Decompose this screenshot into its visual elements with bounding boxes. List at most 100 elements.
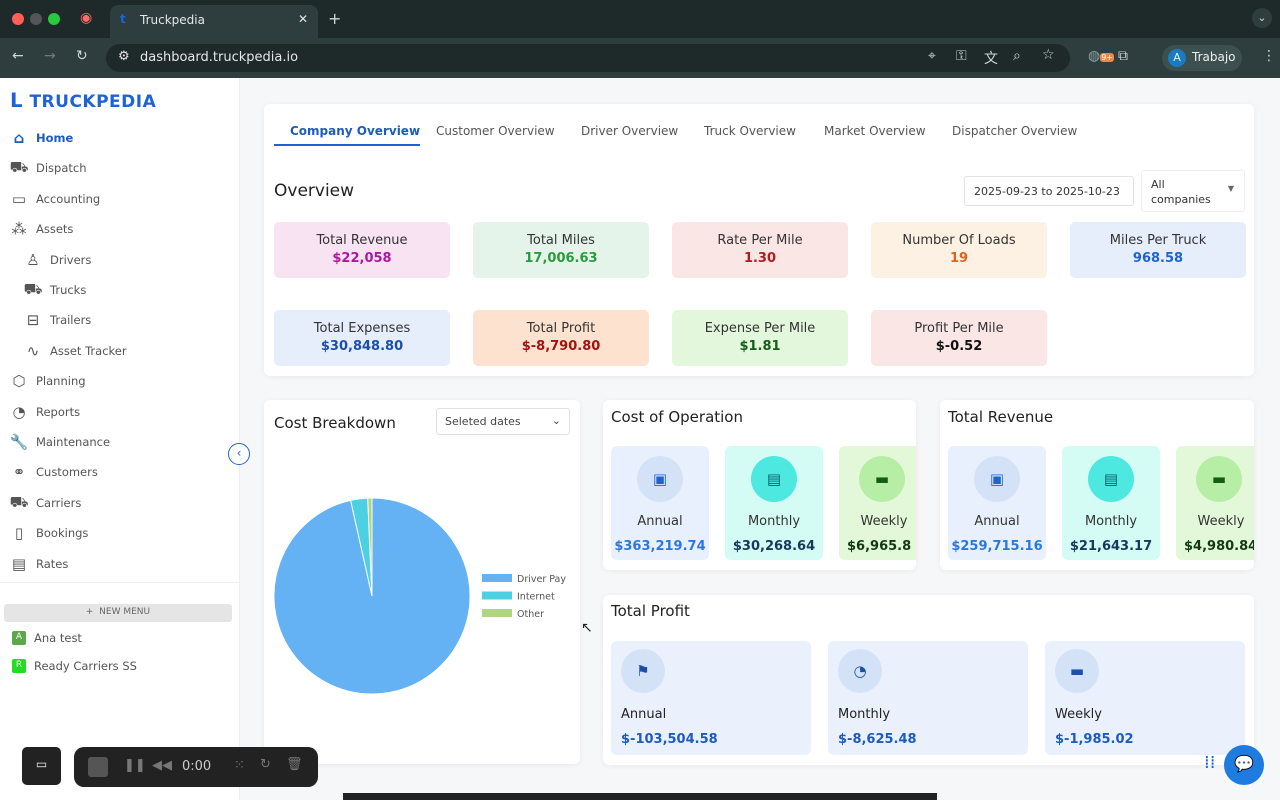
new-menu-button[interactable]: + NEW MENU <box>4 604 232 622</box>
minimize-window-button[interactable] <box>30 13 42 25</box>
camera-button[interactable]: ▭ <box>22 747 61 785</box>
kpi-card: Total Miles 17,006.63 <box>473 222 649 278</box>
site-info-icon[interactable]: ⚙ <box>118 49 130 64</box>
legend-label: Other <box>517 609 544 620</box>
wrench-icon: 🔧 <box>9 433 29 451</box>
tab-company-overview[interactable]: Company Overview <box>290 124 421 138</box>
tab-customer-overview[interactable]: Customer Overview <box>436 124 555 138</box>
tab-market-overview[interactable]: Market Overview <box>824 124 926 138</box>
sidebar-item-reports[interactable]: ◔ Reports <box>0 398 240 426</box>
kpi-card: Number Of Loads 19 <box>871 222 1047 278</box>
sidebar-item-label: Maintenance <box>36 435 111 449</box>
delete-button[interactable]: 🗑 <box>286 757 303 772</box>
handshake-icon: ⚭ <box>12 463 26 482</box>
tab-dispatcher-overview[interactable]: Dispatcher Overview <box>952 124 1078 138</box>
kpi-value: 17,006.63 <box>524 251 598 266</box>
kpi-card: Total Expenses $30,848.80 <box>274 310 450 366</box>
chat-support-button[interactable]: 💬 <box>1224 745 1264 785</box>
sidebar-item-dispatch[interactable]: ⛟ Dispatch <box>0 154 240 182</box>
workspace-item[interactable]: R Ready Carriers SS <box>0 652 240 680</box>
sidebar-item-label: Planning <box>36 374 86 389</box>
browser-tab[interactable]: t Truckpedia ✕ <box>110 5 318 38</box>
sidebar-item-drivers[interactable]: ♙ Drivers <box>0 246 240 274</box>
stat-value: $-1,985.02 <box>1055 732 1134 747</box>
workspace-item[interactable]: A Ana test <box>0 624 240 652</box>
translate-icon[interactable]: 文 <box>984 51 998 67</box>
kpi-label: Expense Per Mile <box>704 321 816 336</box>
kpi-label: Total Expenses <box>313 321 411 336</box>
collapse-sidebar-button[interactable]: ‹ <box>228 443 250 465</box>
stat-value: $363,219.74 <box>614 539 706 554</box>
wallet-icon: ▬ <box>1055 649 1099 693</box>
sidebar-item-rates[interactable]: ▤ Rates <box>0 550 240 578</box>
pause-button[interactable]: ❚❚ <box>124 758 146 773</box>
extension-icon[interactable]: ◍9+ <box>1088 48 1115 64</box>
forward-icon[interactable]: → <box>44 48 56 64</box>
sidebar-item-assets[interactable]: ⁂ Assets <box>0 215 240 243</box>
truck-icon: ⛟ <box>23 280 43 298</box>
cost-breakdown-card: Cost Breakdown Seleted dates ⌄ Driver Pay… <box>264 400 580 764</box>
favicon-icon: t <box>120 12 126 26</box>
drag-handle-icon[interactable]: ⁞⁞ <box>1204 752 1216 773</box>
sidebar-item-label: Rates <box>36 556 69 571</box>
tab-truck-overview[interactable]: Truck Overview <box>704 124 796 138</box>
calendar-icon: ▬ <box>1196 456 1242 502</box>
sidebar-item-trailers[interactable]: ⊟ Trailers <box>0 306 240 334</box>
reload-icon[interactable]: ↻ <box>76 48 88 64</box>
close-tab-icon[interactable]: ✕ <box>297 12 308 26</box>
bookmark-star-icon[interactable]: ☆ <box>1042 47 1055 63</box>
sidebar-item-trucks[interactable]: ⛟ Trucks <box>0 276 240 304</box>
new-tab-button[interactable]: + <box>328 9 342 28</box>
location-icon[interactable]: ⌖ <box>928 48 936 64</box>
zoom-icon[interactable]: ⌕ <box>1013 48 1021 64</box>
tab-search-button[interactable]: ⌄ <box>1252 8 1272 28</box>
url-bar[interactable]: ⚙ dashboard.truckpedia.io <box>106 44 1070 72</box>
sidebar-item-home[interactable]: ⌂ Home <box>0 124 240 152</box>
sidebar-item-bookings[interactable]: ▯ Bookings <box>0 519 240 547</box>
sidebar-item-label: Carriers <box>36 495 82 510</box>
profile-button[interactable]: A Trabajo <box>1162 45 1242 71</box>
sidebar-item-label: Assets <box>36 222 74 237</box>
stat-label: Annual <box>637 514 683 529</box>
sidebar-item-label: Trailers <box>50 313 92 328</box>
date-range-input[interactable]: 2025-09-23 to 2025-10-23 <box>964 176 1134 206</box>
kpi-card: Total Profit $-8,790.80 <box>473 310 649 366</box>
back-icon[interactable]: ← <box>12 48 24 64</box>
extensions-puzzle-icon[interactable]: ⧉ <box>1118 48 1128 64</box>
sidebar-item-label: Customers <box>36 465 98 480</box>
kpi-label: Miles Per Truck <box>1109 233 1207 248</box>
annual-stat: ▣ Annual $363,219.74 <box>611 446 709 560</box>
kpi-value: 968.58 <box>1132 251 1184 266</box>
pie-slice-other[interactable] <box>367 497 373 597</box>
kpi-card: Expense Per Mile $1.81 <box>672 310 848 366</box>
restart-button[interactable]: ↻ <box>260 757 271 772</box>
overview-panel: Company Overview Customer Overview Driver … <box>264 104 1254 376</box>
browser-tab-bar: ◉ t Truckpedia ✕ + ⌄ <box>0 0 1280 38</box>
tab-title: Truckpedia <box>140 13 205 27</box>
menu-icon[interactable]: ⋮ <box>1262 48 1276 64</box>
kpi-label: Total Revenue <box>316 233 408 248</box>
date-filter-select[interactable]: Seleted dates ⌄ <box>436 408 570 435</box>
sidebar-item-asset-tracker[interactable]: ∿ Asset Tracker <box>0 337 240 365</box>
legend-label: Internet <box>517 592 555 603</box>
maximize-window-button[interactable] <box>48 13 60 25</box>
close-window-button[interactable] <box>12 13 24 25</box>
sidebar-item-label: Asset Tracker <box>50 343 127 358</box>
sidebar-item-customers[interactable]: ⚭ Customers <box>0 458 240 486</box>
sidebar-item-accounting[interactable]: ▭ Accounting <box>0 185 240 213</box>
annual-profit-stat: ⚑ Annual $-103,504.58 <box>611 641 811 755</box>
stat-label: Monthly <box>1084 514 1138 529</box>
tab-driver-overview[interactable]: Driver Overview <box>581 124 679 138</box>
sidebar-item-planning[interactable]: ⬡ Planning <box>0 367 240 395</box>
grid-button[interactable]: ⁙ <box>234 758 245 773</box>
sidebar-item-maintenance[interactable]: 🔧 Maintenance <box>0 428 240 456</box>
kpi-value: 1.30 <box>743 251 777 266</box>
sidebar-item-carriers[interactable]: ⛟ Carriers <box>0 489 240 517</box>
stat-value: $6,965.8 <box>847 539 912 554</box>
rewind-button[interactable]: ◀◀ <box>152 758 172 773</box>
stop-button[interactable] <box>88 757 108 777</box>
invoice-icon: ▤ <box>11 554 27 573</box>
company-select[interactable]: All companies ▼ <box>1141 170 1245 212</box>
key-icon[interactable]: ⚿ <box>956 48 967 64</box>
recorder-toolbar: ❚❚ ◀◀ 0:00 ⁙ ↻ 🗑 <box>74 747 318 787</box>
